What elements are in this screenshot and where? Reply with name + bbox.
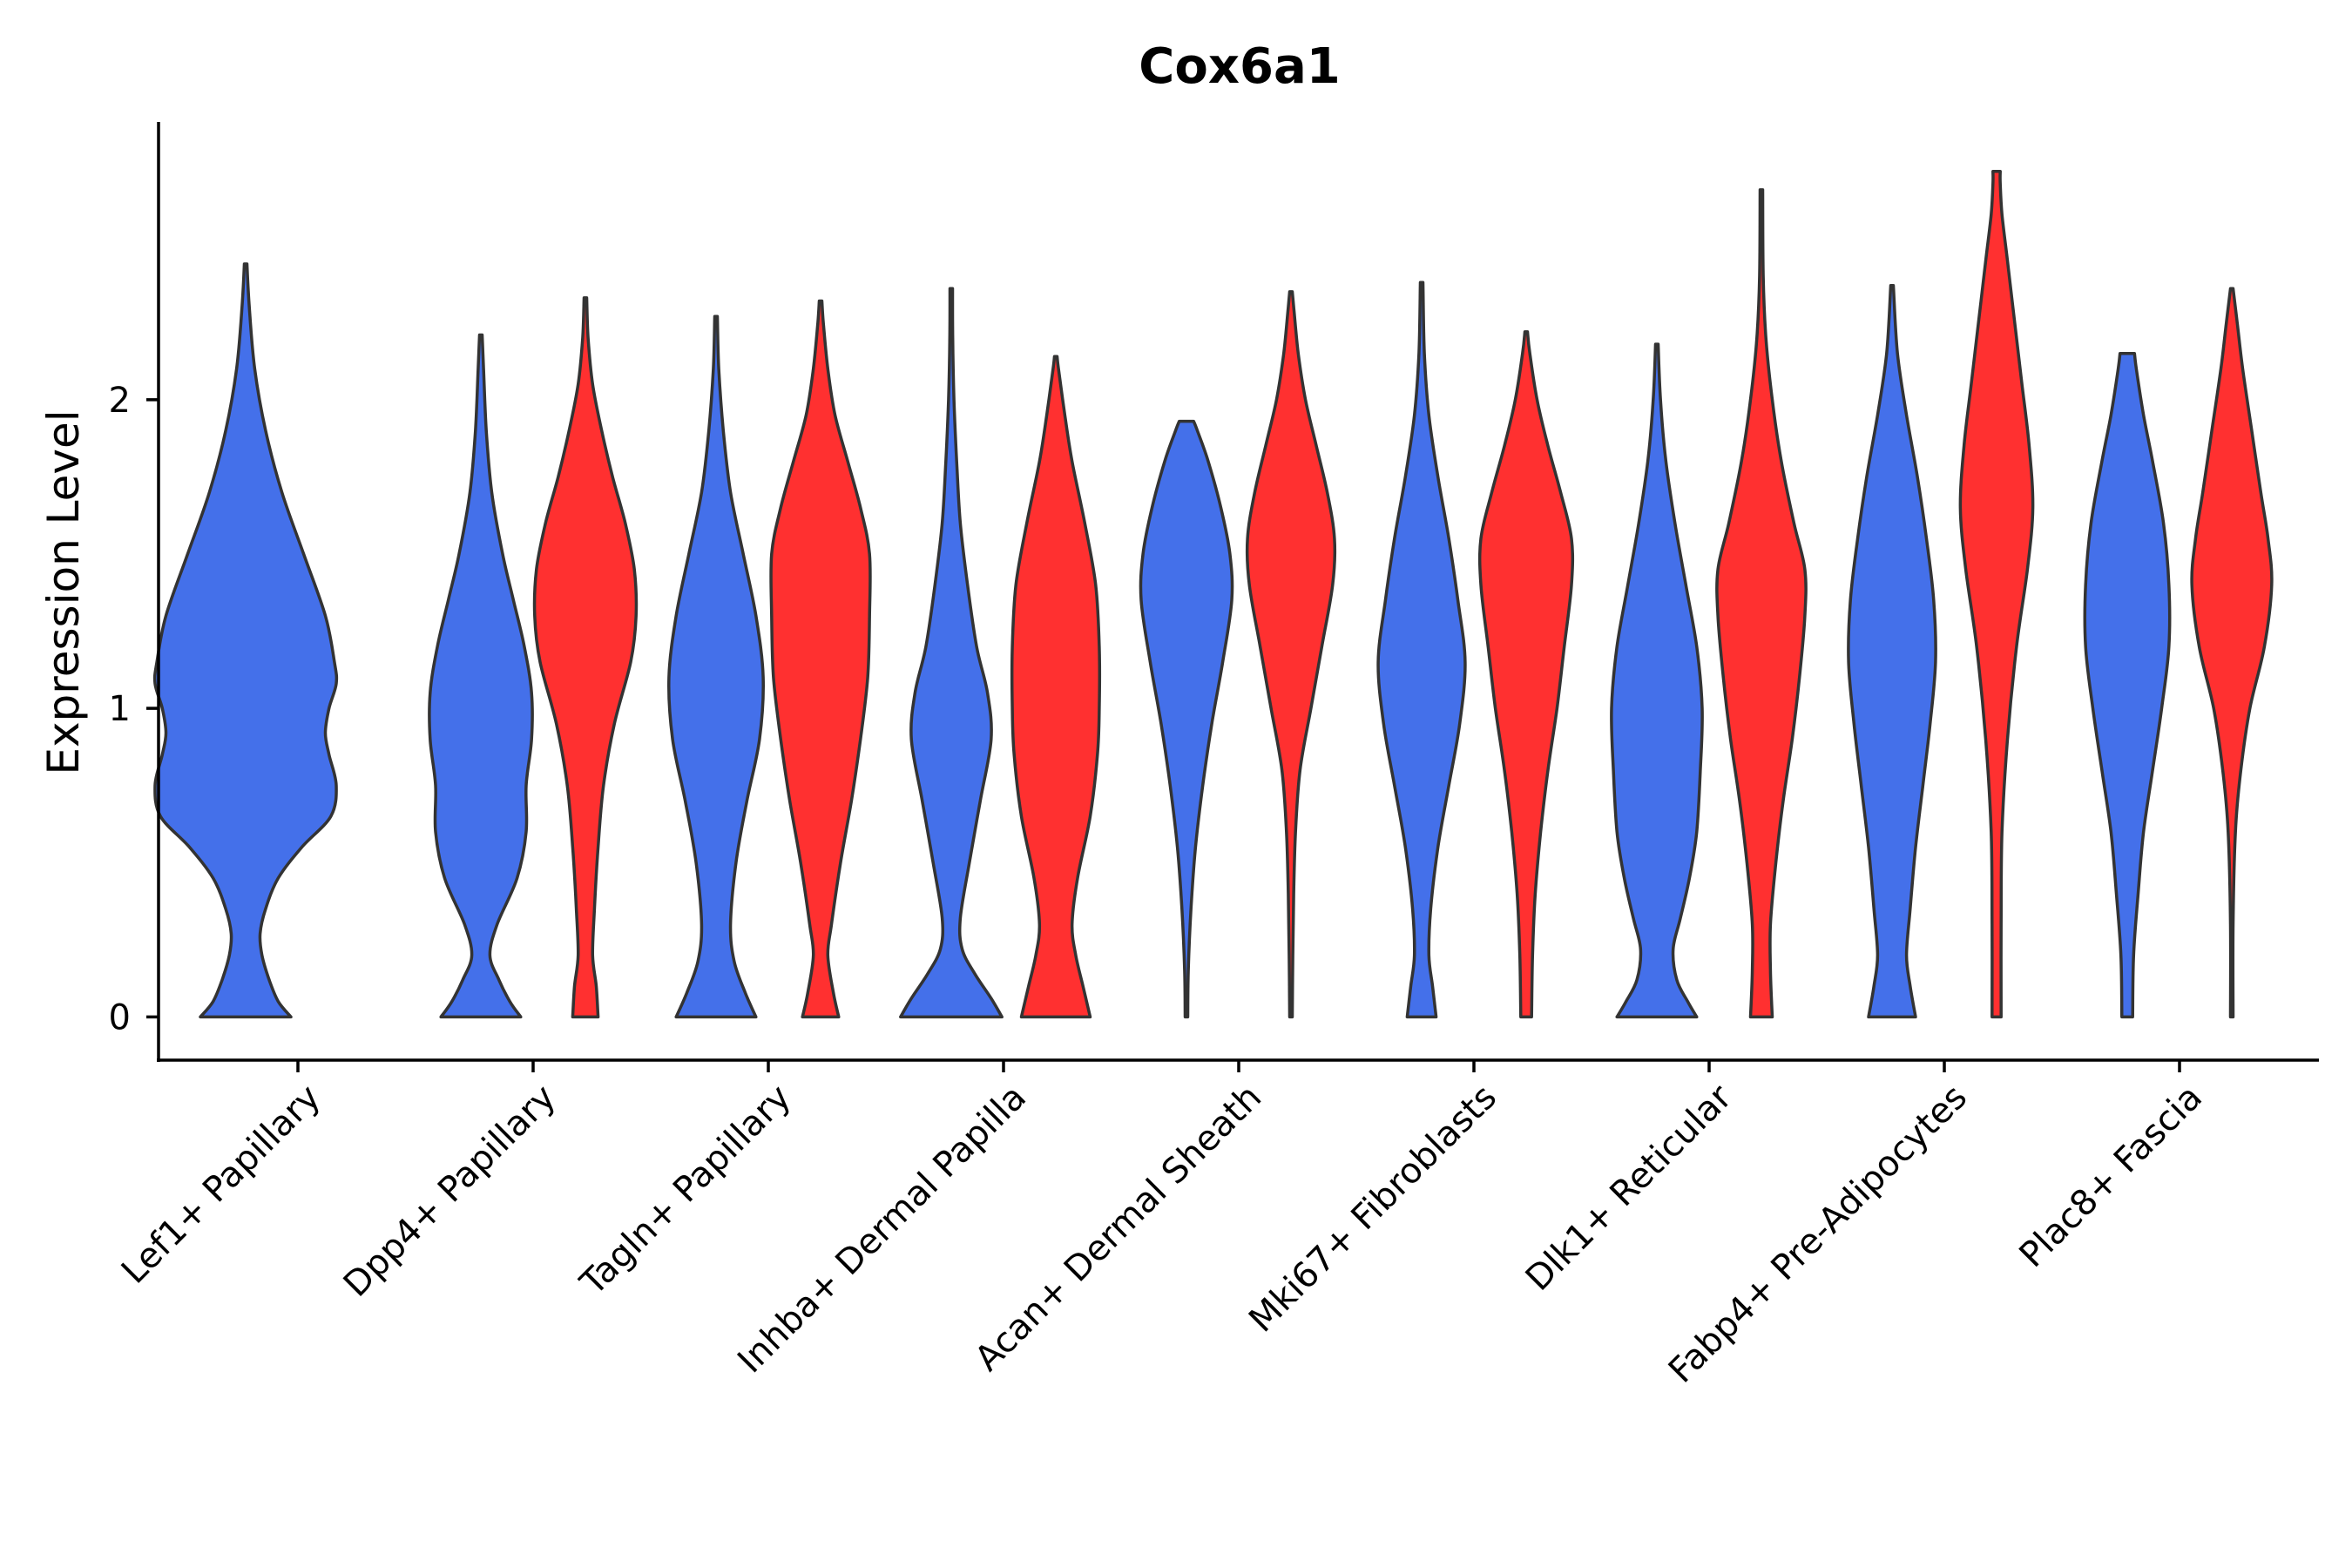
x-tick-label: Dlk1+ Reticular: [1518, 1077, 1740, 1299]
x-tick-label: Dpp4+ Papillary: [336, 1078, 564, 1305]
y-tick-label: 1: [109, 689, 131, 729]
violin-plac8-fascia-red: [2190, 287, 2274, 1019]
violin-tagln-papillary-red: [769, 299, 872, 1019]
violin-dpp4-papillary-blue: [428, 333, 534, 1019]
violin-fabp4-pre-adipocytes-red: [1958, 169, 2035, 1019]
violin-fabp4-pre-adipocytes-blue: [1847, 284, 1937, 1019]
y-tick-label: 0: [109, 997, 131, 1037]
violin-dpp4-papillary-red: [532, 296, 639, 1019]
violin-mki67-fibroblasts-blue: [1376, 280, 1467, 1019]
chart-title: Cox6a1: [1139, 38, 1340, 95]
x-ticks: Lef1+ Papillary Dpp4+ Papillary Tagln+ Pap…: [114, 1060, 2210, 1391]
violin-lef1-papillary-blue: [152, 262, 339, 1019]
violin-dlk1-reticular-red: [1715, 188, 1808, 1019]
x-tick-label: Tagln+ Papillary: [572, 1078, 799, 1304]
violin-inhba-dermal-papilla-blue: [899, 287, 1004, 1019]
violin-dlk1-reticular-blue: [1610, 342, 1704, 1019]
violins-layer: [152, 169, 2274, 1019]
violin-acan-dermal-sheath-red: [1245, 290, 1337, 1019]
y-axis-label: Expression Level: [38, 409, 89, 774]
violin-tagln-papillary-blue: [667, 314, 765, 1019]
x-tick-label: Mki67+ Fibroblasts: [1241, 1078, 1504, 1341]
x-tick-label: Plac8+ Fascia: [2012, 1078, 2211, 1276]
x-tick-label: Lef1+ Papillary: [114, 1078, 328, 1292]
y-tick-label: 2: [109, 381, 131, 421]
violin-inhba-dermal-papilla-red: [1010, 355, 1102, 1019]
violin-plac8-fascia-blue: [2083, 351, 2172, 1019]
violin-acan-dermal-sheath-blue: [1139, 419, 1234, 1019]
y-ticks: 0 1 2: [109, 381, 159, 1037]
violin-mki67-fibroblasts-red: [1477, 330, 1575, 1019]
